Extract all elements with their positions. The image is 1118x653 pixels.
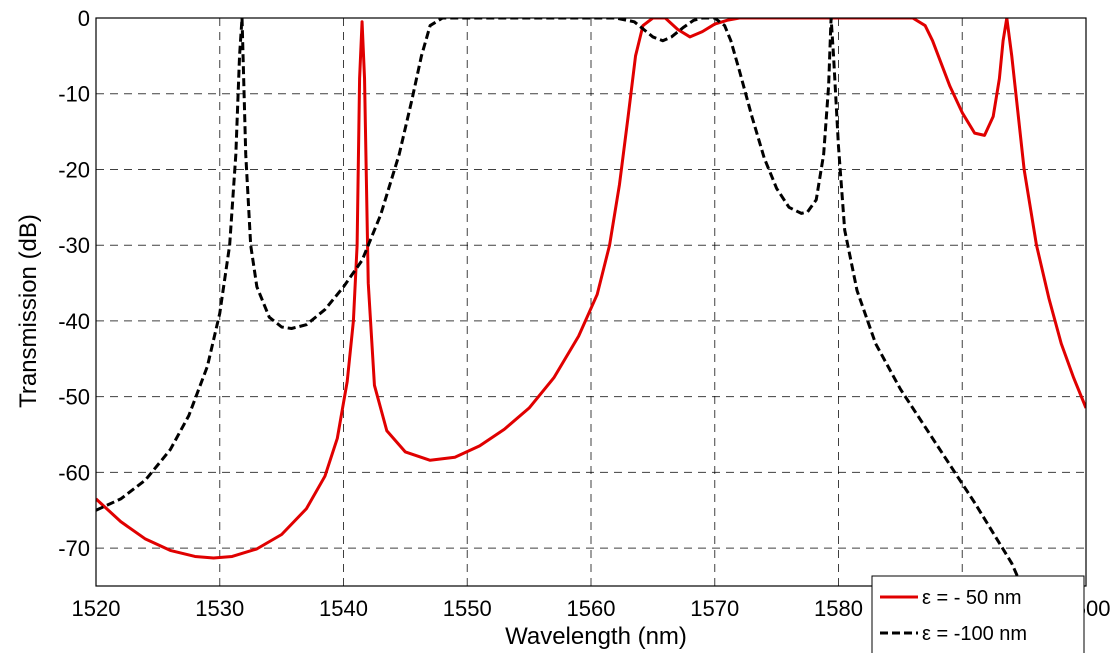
y-tick-labels: 0 -10 -20 -30 -40 -50 -60 -70 <box>58 6 90 561</box>
y-tick-label: -30 <box>58 233 90 258</box>
y-tick-label: -10 <box>58 82 90 107</box>
x-tick-label: 1520 <box>72 596 121 621</box>
y-tick-label: -70 <box>58 536 90 561</box>
y-tick-label: -20 <box>58 157 90 182</box>
legend-box <box>871 575 1085 653</box>
series-lines <box>96 18 1086 586</box>
y-tick-label: 0 <box>78 6 90 31</box>
x-tick-label: 1550 <box>443 596 492 621</box>
series-line-1 <box>96 18 1086 560</box>
legend: ε = - 50 nm ε = -100 nm <box>871 575 1085 653</box>
series-line-2 <box>96 18 1024 586</box>
y-axis-label: Transmission (dB) <box>15 214 42 408</box>
x-tick-label: 1580 <box>814 596 863 621</box>
legend-label-series-2: ε = -100 nm <box>922 623 1027 645</box>
legend-label-series-1: ε = - 50 nm <box>922 587 1022 609</box>
x-axis-label: Wavelength (nm) <box>505 623 687 650</box>
x-tick-label: 1570 <box>690 596 739 621</box>
grid <box>96 18 1086 586</box>
plot-frame <box>95 17 1087 587</box>
x-tick-label: 1540 <box>319 596 368 621</box>
y-tick-label: -50 <box>58 385 90 410</box>
x-tick-label: 1560 <box>567 596 616 621</box>
y-tick-label: -40 <box>58 309 90 334</box>
y-tick-label: -60 <box>58 460 90 485</box>
x-tick-label: 1530 <box>195 596 244 621</box>
